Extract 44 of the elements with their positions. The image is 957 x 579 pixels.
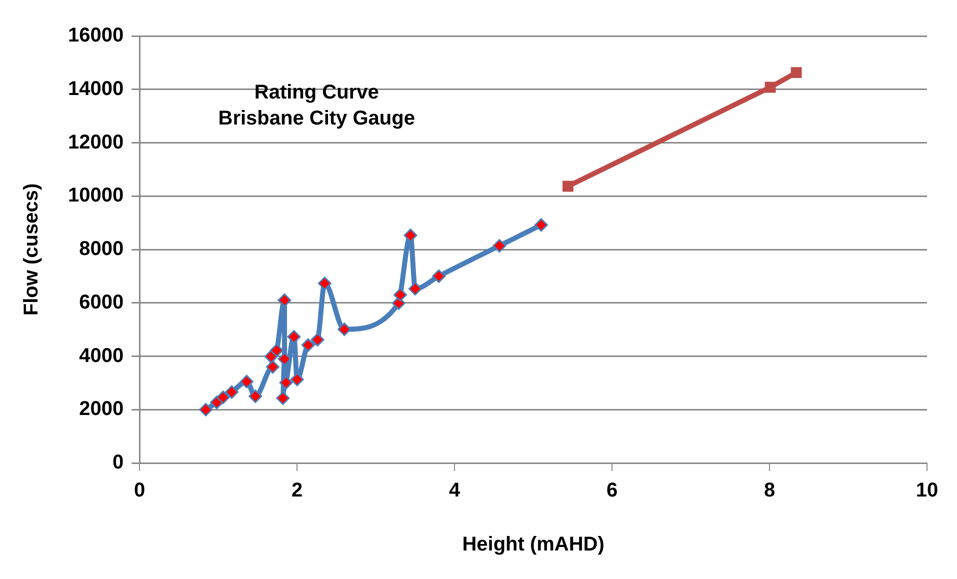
point xyxy=(310,332,324,346)
x-tick-label: 6 xyxy=(606,480,618,502)
point xyxy=(240,374,254,388)
y-axis-title: Flow (cusecs) xyxy=(20,183,43,316)
point xyxy=(534,218,548,232)
point xyxy=(790,67,802,78)
point xyxy=(199,402,213,416)
point xyxy=(278,352,292,366)
y-tick-label: 16000 xyxy=(68,24,124,47)
point xyxy=(216,390,230,404)
y-tick-label: 10000 xyxy=(68,184,124,207)
point xyxy=(404,228,418,242)
point xyxy=(338,322,352,336)
y-tick-label: 8000 xyxy=(79,238,124,260)
x-tick-label: 2 xyxy=(292,480,303,502)
x-tick-label: 0 xyxy=(134,480,146,502)
point xyxy=(287,330,301,344)
point xyxy=(318,276,332,290)
point xyxy=(266,360,280,374)
y-tick-label: 4000 xyxy=(79,344,124,367)
point xyxy=(276,391,290,405)
point xyxy=(764,82,776,93)
point xyxy=(492,239,506,253)
y-tick-label: 6000 xyxy=(79,291,124,314)
x-tick-label: 8 xyxy=(764,480,776,502)
point xyxy=(278,293,292,307)
y-tick-label: 14000 xyxy=(68,78,124,100)
x-tick-label: 4 xyxy=(449,480,462,502)
point xyxy=(270,344,284,358)
x-axis-title: Height (mAHD) xyxy=(462,534,604,556)
point xyxy=(562,180,574,192)
y-tick-label: 0 xyxy=(112,452,124,474)
y-tick-label: 12000 xyxy=(68,131,124,154)
point xyxy=(432,269,446,283)
point xyxy=(279,376,293,390)
y-tick-label: 2000 xyxy=(79,398,124,420)
x-tick-label: 10 xyxy=(916,480,938,502)
point xyxy=(408,282,422,296)
point xyxy=(393,288,407,302)
point xyxy=(301,338,315,352)
point xyxy=(224,385,238,399)
point xyxy=(248,390,262,404)
point xyxy=(290,372,304,386)
text: Rating Curve Brisbane City Gauge xyxy=(218,82,415,130)
